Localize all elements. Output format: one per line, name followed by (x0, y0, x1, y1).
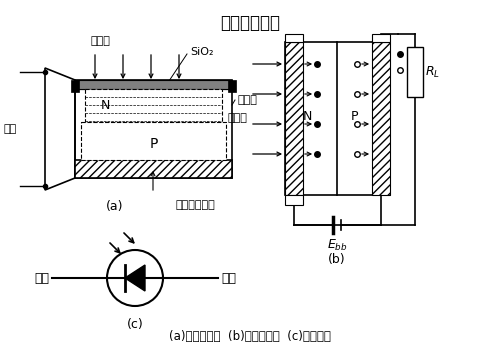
Text: 电极: 电极 (4, 124, 17, 134)
Text: 入射光: 入射光 (227, 114, 247, 124)
Bar (285, 42, 303, 195)
Text: N: N (302, 110, 312, 124)
Text: $E_{bb}$: $E_{bb}$ (326, 238, 347, 253)
Text: (b): (b) (328, 253, 346, 266)
Text: 前极: 前极 (34, 272, 49, 284)
Bar (407, 47, 423, 97)
Text: 镀镖蘵铝电极: 镀镖蘵铝电极 (175, 200, 215, 210)
Bar (81, 122, 226, 160)
Text: P: P (351, 110, 359, 124)
Text: (a)结构原理；  (b)工作原理；  (c)电路符号: (a)结构原理； (b)工作原理； (c)电路符号 (169, 330, 331, 343)
Bar (75, 80, 232, 89)
Text: 后极: 后极 (221, 272, 236, 284)
Text: P: P (150, 137, 158, 151)
Bar (285, 195, 303, 205)
Text: 入射光: 入射光 (90, 36, 110, 46)
Bar (372, 42, 390, 195)
Bar (71, 80, 79, 92)
Text: 硬光电二极管: 硬光电二极管 (220, 14, 280, 32)
Text: $R_L$: $R_L$ (425, 65, 440, 80)
Bar (372, 34, 390, 42)
Text: 电子: 电子 (408, 49, 421, 59)
Text: 空穴: 空穴 (408, 65, 421, 75)
Text: SiO₂: SiO₂ (190, 47, 214, 57)
Bar (285, 34, 303, 42)
Bar (85, 89, 222, 122)
Text: 耗尽区: 耗尽区 (237, 95, 257, 105)
Text: (c): (c) (126, 318, 144, 331)
Bar (75, 80, 232, 178)
Bar (75, 160, 232, 178)
Text: N: N (100, 99, 110, 112)
Bar (285, 42, 390, 195)
Bar (228, 80, 236, 92)
Text: (a): (a) (106, 200, 124, 213)
Polygon shape (125, 265, 145, 291)
